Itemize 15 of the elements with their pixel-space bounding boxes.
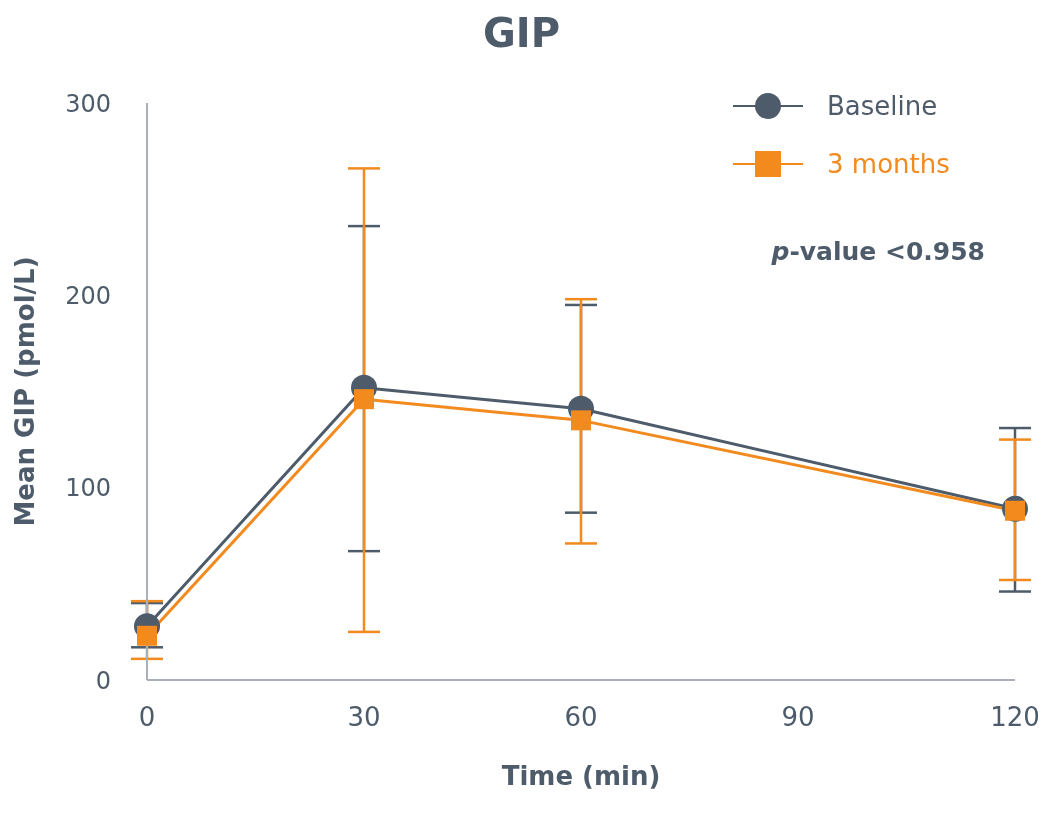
legend-label: Baseline xyxy=(827,91,938,121)
y-axis-title: Mean GIP (pmol/L) xyxy=(10,256,41,527)
x-tick-label: 120 xyxy=(990,702,1040,733)
y-tick-label: 100 xyxy=(65,474,111,503)
x-tick-label: 60 xyxy=(564,702,598,733)
y-tick-label: 200 xyxy=(65,281,111,310)
y-tick-label: 300 xyxy=(65,89,111,118)
x-tick-label: 90 xyxy=(781,702,815,733)
annotation: p-value <0.958 xyxy=(770,237,985,266)
x-tick-label: 0 xyxy=(138,702,156,733)
legend-label: 3 months xyxy=(827,149,950,179)
x-tick-label: 30 xyxy=(347,702,381,733)
x-axis-title: Time (min) xyxy=(501,761,661,791)
y-tick-label: 0 xyxy=(95,666,111,695)
chart-title: GIP xyxy=(482,9,561,58)
